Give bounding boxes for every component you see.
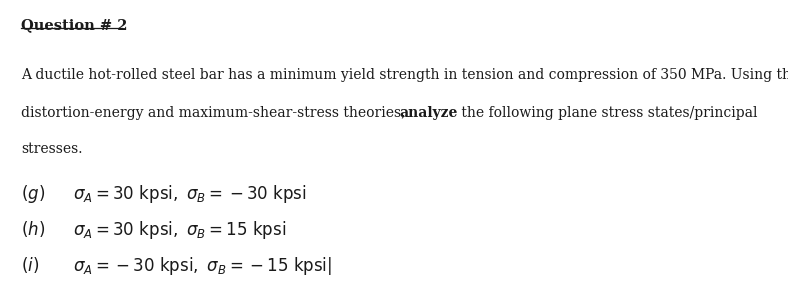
Text: distortion-energy and maximum-shear-stress theories,: distortion-energy and maximum-shear-stre…: [20, 106, 410, 120]
Text: A ductile hot-rolled steel bar has a minimum yield strength in tension and compr: A ductile hot-rolled steel bar has a min…: [20, 68, 788, 82]
Text: $\mathit{(g)}$: $\mathit{(g)}$: [20, 183, 45, 205]
Text: the following plane stress states/principal: the following plane stress states/princi…: [456, 106, 757, 120]
Text: analyze: analyze: [400, 106, 458, 120]
Text: $\sigma_A = -30\ \mathrm{kpsi},\ \sigma_B = -15\ \mathrm{kpsi|}$: $\sigma_A = -30\ \mathrm{kpsi},\ \sigma_…: [72, 255, 332, 277]
Text: $\sigma_A = 30\ \mathrm{kpsi},\ \sigma_B = -30\ \mathrm{kpsi}$: $\sigma_A = 30\ \mathrm{kpsi},\ \sigma_B…: [72, 183, 307, 205]
Text: $\sigma_A = 30\ \mathrm{kpsi},\ \sigma_B = 15\ \mathrm{kpsi}$: $\sigma_A = 30\ \mathrm{kpsi},\ \sigma_B…: [72, 219, 286, 241]
Text: stresses.: stresses.: [20, 142, 82, 156]
Text: Question # 2: Question # 2: [20, 18, 128, 32]
Text: $\mathit{(i)}$: $\mathit{(i)}$: [20, 255, 39, 275]
Text: $\mathit{(h)}$: $\mathit{(h)}$: [20, 219, 45, 239]
